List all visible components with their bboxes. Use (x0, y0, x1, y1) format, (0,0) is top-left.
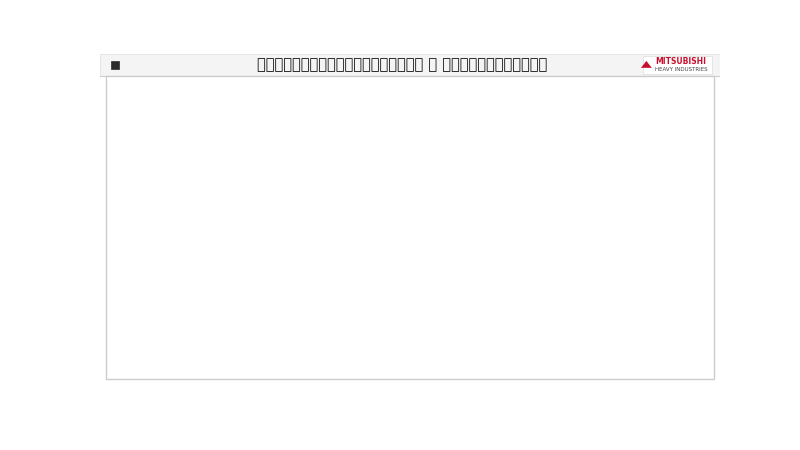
Bar (459, 369, 466, 371)
Polygon shape (641, 61, 652, 68)
Text: BI  (Business Intelligence): BI (Business Intelligence) (219, 348, 318, 357)
Bar (159, 177, 211, 233)
Bar (211, 177, 714, 233)
Text: ERP等 他システム: ERP等 他システム (228, 140, 281, 148)
Text: サイバー
ワールド: サイバー ワールド (120, 246, 145, 268)
Bar (454, 356, 471, 367)
Text: DWH (Data Ware House): DWH (Data Ware House) (219, 310, 314, 320)
Ellipse shape (454, 290, 471, 295)
Text: データ管理）: データ管理） (589, 154, 617, 163)
Text: 情報分析DB: 情報分析DB (446, 259, 480, 268)
Text: Data Lake: Data Lake (228, 283, 273, 292)
Ellipse shape (454, 323, 471, 328)
Bar (159, 135, 211, 177)
Ellipse shape (454, 248, 471, 253)
Bar (159, 233, 211, 258)
Text: フィジカル
ワールド: フィジカル ワールド (117, 88, 148, 111)
Ellipse shape (490, 156, 506, 161)
Bar (211, 258, 714, 343)
Text: 社員ユーザー管理: 社員ユーザー管理 (246, 198, 290, 207)
Bar (106, 135, 159, 379)
Ellipse shape (490, 165, 506, 171)
Ellipse shape (246, 165, 262, 171)
Text: フロントオフィス系: フロントオフィス系 (481, 124, 534, 134)
Bar (266, 83, 355, 116)
Text: バックオフィス系: バックオフィス系 (206, 124, 254, 134)
Bar (159, 123, 301, 135)
Ellipse shape (323, 279, 340, 284)
Bar (106, 76, 159, 123)
Text: 可視化システム・分析システム: 可視化システム・分析システム (425, 333, 500, 342)
Text: 情報系
システム: 情報系 システム (173, 307, 198, 330)
Bar (211, 233, 714, 258)
Bar (246, 158, 262, 168)
Ellipse shape (454, 312, 471, 317)
Text: 開発運用パートナーユーザー管理: 開発運用パートナーユーザー管理 (516, 198, 597, 207)
Bar (159, 76, 714, 123)
Bar (211, 343, 714, 379)
Text: ユーザー認証基盤: ユーザー認証基盤 (442, 180, 484, 189)
Bar (642, 55, 712, 74)
Bar (301, 123, 714, 135)
Bar (211, 135, 714, 177)
Bar (211, 274, 714, 301)
Bar (106, 76, 714, 379)
Text: 基幹系
システム: 基幹系 システム (173, 145, 198, 167)
Text: CRM: CRM (488, 135, 509, 144)
Ellipse shape (622, 165, 638, 171)
Bar (454, 240, 471, 251)
Text: 全世界: 全世界 (191, 102, 210, 112)
Bar (355, 194, 452, 211)
Text: 中心とした: 中心とした (591, 148, 614, 157)
Bar (490, 158, 506, 168)
Bar (583, 282, 600, 292)
Ellipse shape (583, 279, 600, 284)
Bar (522, 83, 622, 116)
Text: カスタマーポータル: カスタマーポータル (340, 135, 386, 144)
Bar (159, 258, 211, 379)
Ellipse shape (622, 156, 638, 161)
Text: MITSUBISHI: MITSUBISHI (656, 57, 706, 66)
Ellipse shape (583, 290, 600, 295)
Bar (486, 194, 626, 211)
Text: （顧客接点）: （顧客接点） (348, 142, 378, 151)
Bar (454, 315, 471, 325)
Text: EAI・ETL: EAI・ETL (233, 241, 268, 250)
Ellipse shape (246, 156, 262, 161)
Text: システム間データ連携基盤: システム間データ連携基盤 (430, 220, 495, 229)
Text: （納入製品を: （納入製品を (589, 142, 617, 151)
Text: システム
連携基盤: システム 連携基盤 (173, 194, 198, 216)
Text: コントローラー・センサー: コントローラー・センサー (540, 101, 604, 110)
Text: 日本のみならず: 日本のみならず (179, 89, 222, 99)
Text: Data Mart: Data Mart (219, 320, 258, 329)
Ellipse shape (355, 165, 370, 171)
Ellipse shape (355, 156, 370, 161)
Text: 問合せ等: 問合せ等 (298, 100, 322, 110)
Ellipse shape (323, 290, 340, 295)
Bar (622, 158, 638, 168)
Text: AI: AI (219, 362, 228, 371)
Text: 顧客: 顧客 (304, 86, 317, 96)
Bar (323, 282, 340, 292)
Bar (100, 54, 720, 76)
Bar (111, 61, 119, 69)
Bar (211, 333, 714, 343)
Bar (355, 158, 370, 168)
Bar (219, 194, 316, 211)
Bar (211, 306, 714, 333)
Text: 顧客ユーザー管理: 顧客ユーザー管理 (382, 198, 425, 207)
Bar (454, 282, 471, 292)
Ellipse shape (454, 237, 471, 243)
Text: HEAVY INDUSTRIES: HEAVY INDUSTRIES (655, 67, 707, 72)
Ellipse shape (454, 279, 471, 284)
Text: 納入製品: 納入製品 (558, 86, 586, 96)
Text: IoT: IoT (596, 135, 610, 144)
Bar (452, 352, 474, 369)
Text: （顧客を中心としたデータ管理）: （顧客を中心としたデータ管理） (464, 142, 533, 151)
Text: デジタルエクスペリエンスデザインの紹介 － システムアーキテクチャー: デジタルエクスペリエンスデザインの紹介 － システムアーキテクチャー (257, 57, 547, 72)
